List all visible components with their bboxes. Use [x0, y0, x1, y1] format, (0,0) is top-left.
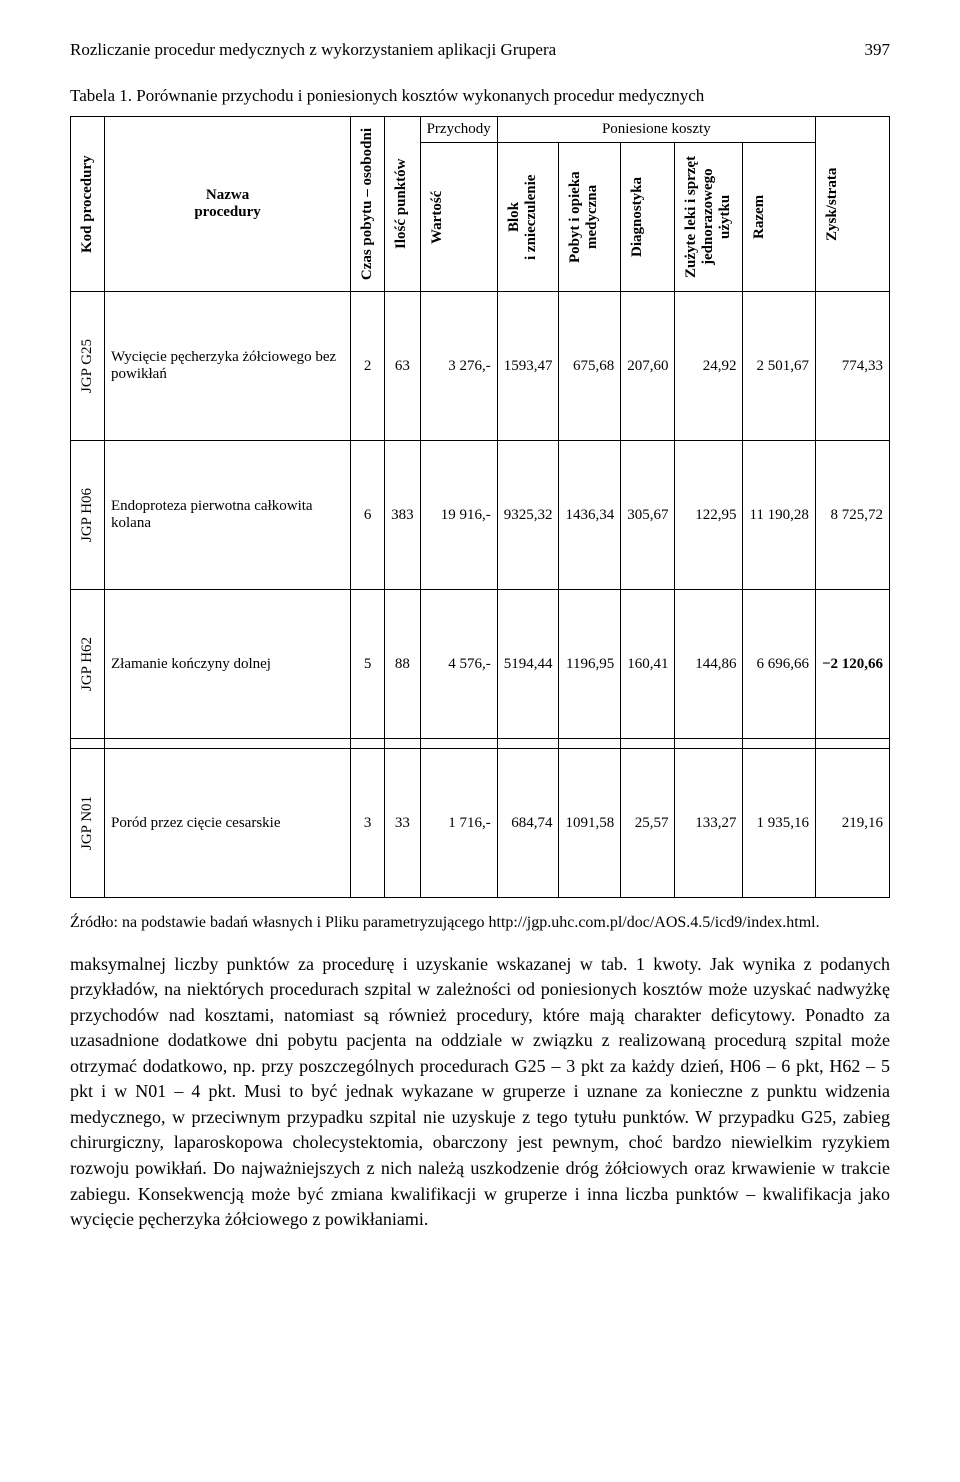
page-number: 397 — [850, 40, 890, 60]
cell: 207,60 — [621, 292, 675, 441]
cell-nazwa: Wycięcie pęcherzyka żółciowego bez powik… — [105, 292, 351, 441]
col-leki: Zużyte leki i sprzęt jednorazowego użytk… — [681, 147, 736, 287]
cell: 1 716,- — [420, 749, 497, 898]
table-gap — [71, 739, 890, 749]
cell: 9325,32 — [497, 441, 559, 590]
cell: 8 725,72 — [815, 441, 889, 590]
cell: 1091,58 — [559, 749, 621, 898]
cell-kod: JGP H62 — [77, 594, 98, 734]
col-pobyt: Pobyt i opieka medyczna — [565, 147, 603, 287]
cell: 675,68 — [559, 292, 621, 441]
cell: 3 — [351, 749, 385, 898]
col-razem: Razem — [749, 147, 770, 287]
head-costs: Poniesione koszty — [497, 117, 815, 143]
cell: −2 120,66 — [815, 590, 889, 739]
table-row: JGP H62 Złamanie kończyny dolnej 5 88 4 … — [71, 590, 890, 739]
body-paragraph: maksymalnej liczby punktów za procedurę … — [70, 952, 890, 1233]
cell: 33 — [385, 749, 421, 898]
table-source: Źródło: na podstawie badań własnych i Pl… — [70, 912, 890, 934]
cell: 684,74 — [497, 749, 559, 898]
cell: 63 — [385, 292, 421, 441]
cell: 88 — [385, 590, 421, 739]
cell-nazwa: Złamanie kończyny dolnej — [105, 590, 351, 739]
cell: 1593,47 — [497, 292, 559, 441]
col-punkty: Ilość punktów — [391, 134, 412, 274]
cell: 5194,44 — [497, 590, 559, 739]
cell-kod: JGP H06 — [77, 445, 98, 585]
cell: 133,27 — [675, 749, 743, 898]
cell: 1436,34 — [559, 441, 621, 590]
head-income: Przychody — [420, 117, 497, 143]
cell: 219,16 — [815, 749, 889, 898]
cell: 122,95 — [675, 441, 743, 590]
col-nazwa: Nazwa procedury — [111, 187, 344, 221]
cell: 1 935,16 — [743, 749, 815, 898]
cell: 160,41 — [621, 590, 675, 739]
col-wartosc: Wartość — [427, 147, 448, 287]
cell-kod: JGP G25 — [77, 296, 98, 436]
table-caption: Tabela 1. Porównanie przychodu i poniesi… — [70, 86, 890, 106]
cell: 11 190,28 — [743, 441, 815, 590]
col-zysk: Zysk/strata — [822, 134, 843, 274]
running-head: Rozliczanie procedur medycznych z wykorz… — [70, 40, 890, 60]
cell: 2 501,67 — [743, 292, 815, 441]
data-table: Kod procedury Nazwa procedury Czas pobyt… — [70, 116, 890, 898]
cell-nazwa: Endoproteza pierwotna całkowita kolana — [105, 441, 351, 590]
cell-nazwa: Poród przez cięcie cesarskie — [105, 749, 351, 898]
table-row: JGP H06 Endoproteza pierwotna całkowita … — [71, 441, 890, 590]
cell: 144,86 — [675, 590, 743, 739]
table-row: JGP G25 Wycięcie pęcherzyka żółciowego b… — [71, 292, 890, 441]
cell: 305,67 — [621, 441, 675, 590]
col-czas: Czas pobytu – osobodni — [357, 122, 378, 286]
cell: 3 276,- — [420, 292, 497, 441]
col-kod: Kod procedury — [77, 134, 98, 274]
cell: 1196,95 — [559, 590, 621, 739]
cell: 5 — [351, 590, 385, 739]
col-blok: Blok i znieczulenie — [504, 147, 542, 287]
cell-kod: JGP N01 — [77, 753, 98, 893]
page: Rozliczanie procedur medycznych z wykorz… — [0, 0, 960, 1293]
cell: 6 — [351, 441, 385, 590]
cell: 25,57 — [621, 749, 675, 898]
cell: 24,92 — [675, 292, 743, 441]
cell: 19 916,- — [420, 441, 497, 590]
running-title: Rozliczanie procedur medycznych z wykorz… — [70, 40, 850, 60]
col-diag: Diagnostyka — [627, 147, 648, 287]
cell: 4 576,- — [420, 590, 497, 739]
cell: 6 696,66 — [743, 590, 815, 739]
cell: 2 — [351, 292, 385, 441]
cell: 774,33 — [815, 292, 889, 441]
cell: 383 — [385, 441, 421, 590]
table-row: JGP N01 Poród przez cięcie cesarskie 3 3… — [71, 749, 890, 898]
